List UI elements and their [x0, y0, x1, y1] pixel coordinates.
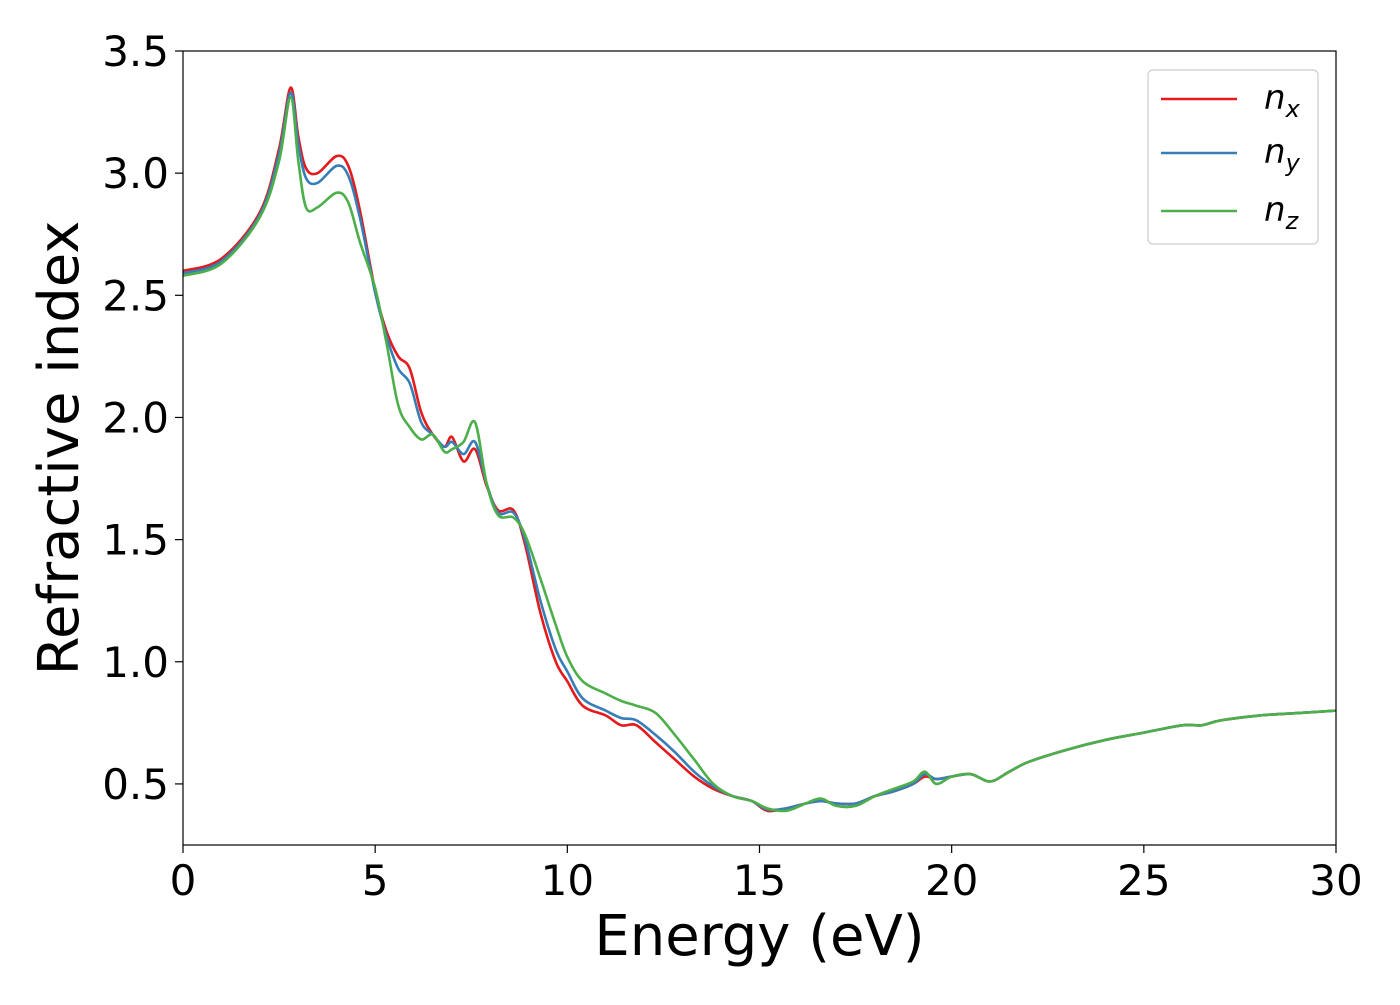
series-line-z — [182, 96, 1337, 813]
x-tick-label: 15 — [733, 856, 786, 905]
y-axis-label: Refractive index — [27, 221, 92, 676]
legend-label-z: nz — [1264, 190, 1300, 235]
y-tick-label: 2.5 — [102, 271, 169, 320]
y-axis-ticks: 0.5 1.0 1.5 2.0 2.5 3.0 3.5 — [102, 27, 183, 809]
series-layer — [182, 86, 1337, 813]
x-tick-label: 20 — [925, 856, 978, 905]
y-tick-label: 1.0 — [102, 638, 169, 687]
legend-box — [1147, 69, 1319, 245]
x-axis-ticks: 0 5 10 15 20 25 30 — [170, 845, 1363, 905]
x-tick-label: 10 — [541, 856, 594, 905]
y-tick-label: 1.5 — [102, 516, 169, 565]
x-tick-label: 5 — [362, 856, 389, 905]
x-tick-label: 0 — [170, 856, 197, 905]
x-axis-label: Energy (eV) — [594, 904, 924, 969]
y-tick-label: 3.5 — [102, 27, 169, 76]
y-tick-label: 0.5 — [102, 760, 169, 809]
x-tick-label: 30 — [1309, 856, 1362, 905]
legend-label-x: nx — [1264, 78, 1301, 123]
y-tick-label: 2.0 — [102, 393, 169, 442]
y-tick-label: 3.0 — [102, 149, 169, 198]
legend: nx ny nz — [1147, 69, 1319, 245]
legend-label-y: ny — [1264, 132, 1301, 177]
x-tick-label: 25 — [1117, 856, 1170, 905]
